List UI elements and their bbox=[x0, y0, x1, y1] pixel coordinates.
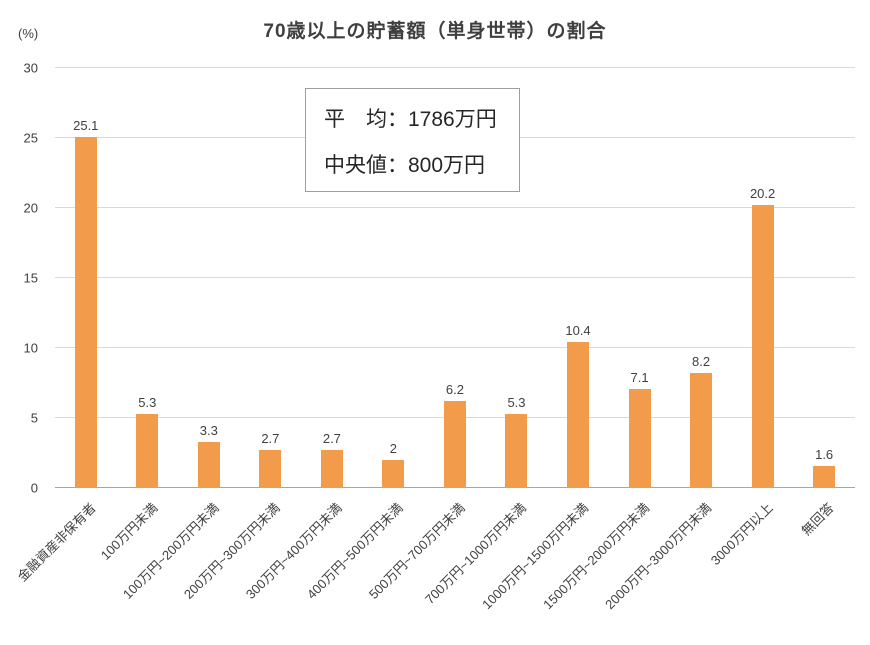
bar-value-label: 2 bbox=[389, 441, 398, 456]
bar-group: 25.1 bbox=[55, 68, 117, 488]
bar-value-label: 5.3 bbox=[507, 394, 526, 410]
bar-group: 1.6 bbox=[793, 68, 855, 488]
y-tick-label: 25 bbox=[23, 130, 38, 146]
bar bbox=[505, 413, 528, 488]
y-tick-label: 0 bbox=[30, 480, 38, 496]
bar-value-label: 6.2 bbox=[445, 382, 464, 398]
bar-value-label: 25.1 bbox=[73, 117, 99, 133]
bars-row: 25.1 5.3 3.3 2.7 2.7 2 6.2 5.3 10.4 7.1 8.2 20.2 1.6 bbox=[55, 68, 855, 488]
gridline bbox=[55, 347, 855, 349]
bar bbox=[813, 465, 836, 488]
bar bbox=[320, 450, 343, 488]
gridline bbox=[55, 67, 855, 68]
bar-group: 10.4 bbox=[547, 68, 609, 488]
bar-value-label: 8.2 bbox=[692, 354, 711, 370]
annotation-average: 平 均：1786万円 bbox=[324, 108, 497, 131]
bar-group: 3.3 bbox=[178, 68, 240, 488]
bar-group: 7.1 bbox=[609, 68, 671, 488]
stats-annotation-box: 平 均：1786万円 中央値：800万円 bbox=[305, 88, 520, 192]
bar-value-label: 2.7 bbox=[322, 431, 341, 447]
bar bbox=[443, 401, 466, 488]
bar-value-label: 10.4 bbox=[565, 323, 591, 339]
bar-value-label: 20.2 bbox=[749, 186, 776, 202]
gridline bbox=[55, 207, 855, 209]
x-category-label: 無回答 bbox=[798, 500, 837, 539]
bar bbox=[382, 460, 405, 488]
bar bbox=[74, 136, 97, 488]
bar-group: 8.2 bbox=[670, 68, 732, 488]
bar bbox=[567, 342, 590, 488]
bar bbox=[136, 413, 159, 488]
y-tick-label: 20 bbox=[23, 200, 38, 216]
bar-value-label: 3.3 bbox=[199, 422, 218, 438]
x-label-cell: 金融資産非保有者 bbox=[14, 488, 117, 645]
x-label-cell: 3000万円以上 bbox=[708, 488, 794, 645]
y-tick-label: 30 bbox=[23, 60, 38, 76]
x-label-cell: 2000万円~3000万円未満 bbox=[602, 488, 732, 645]
bar bbox=[259, 450, 282, 488]
bar-value-label: 7.1 bbox=[630, 369, 649, 385]
bar-group: 2 bbox=[363, 68, 425, 488]
bar-group: 5.3 bbox=[117, 68, 179, 488]
bar-group: 5.3 bbox=[486, 68, 548, 488]
bar-value-label: 1.6 bbox=[815, 446, 834, 462]
bar-group: 2.7 bbox=[240, 68, 302, 488]
y-tick-label: 15 bbox=[23, 270, 38, 286]
x-category-label: 金融資産非保有者 bbox=[14, 500, 99, 585]
bar bbox=[197, 441, 220, 488]
bar-group: 20.2 bbox=[732, 68, 794, 488]
y-tick-label: 5 bbox=[30, 410, 38, 426]
x-label-cell: 無回答 bbox=[793, 488, 855, 645]
annotation-median: 中央値：800万円 bbox=[324, 154, 486, 177]
bar bbox=[751, 205, 774, 488]
bar bbox=[628, 388, 651, 488]
y-axis-unit-label: (%) bbox=[18, 26, 39, 41]
bar-group: 6.2 bbox=[424, 68, 486, 488]
chart-title: 70歳以上の貯蓄額（単身世帯）の割合 bbox=[263, 21, 607, 42]
gridline bbox=[55, 277, 855, 278]
x-axis-labels: 金融資産非保有者 100万円未満 100万円~200万円未満 200万円~300万円未… bbox=[14, 488, 855, 645]
y-axis: 0 5 10 15 20 25 30 bbox=[0, 61, 48, 496]
y-tick-label: 10 bbox=[23, 340, 38, 356]
plot-area: 25.1 5.3 3.3 2.7 2.7 2 6.2 5.3 10.4 7.1 8.2 20.2 1.6 bbox=[55, 67, 855, 488]
bar-value-label: 5.3 bbox=[138, 394, 157, 410]
bar-group: 2.7 bbox=[301, 68, 363, 488]
bar bbox=[690, 373, 713, 488]
bar-value-label: 2.7 bbox=[261, 431, 280, 447]
